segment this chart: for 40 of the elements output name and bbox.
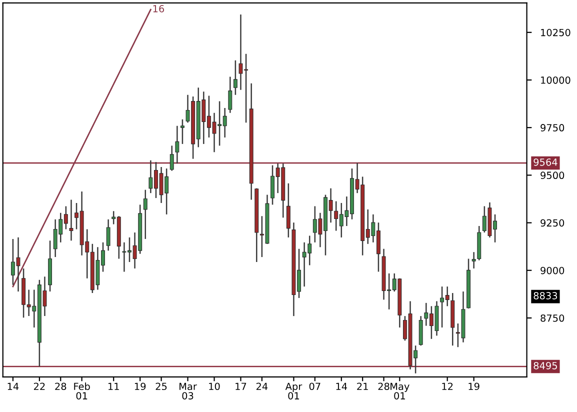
series-label: 16 [153,5,164,12]
x-tick-label: 24 [256,382,268,390]
candlestick [170,145,174,172]
x-tick-label: 11 [108,382,119,390]
candlestick [180,118,184,145]
x-tick-label: Feb 01 [74,382,90,400]
x-tick-label: 14 [8,382,19,390]
x-tick-label: 19 [468,382,480,390]
x-tick-label: 07 [309,382,320,390]
candlestick [472,251,476,270]
y-tick-label: 10250 [541,28,570,36]
x-tick-label: 17 [236,382,246,390]
candlestick [106,218,110,252]
x-tick-label: Apr 01 [285,382,302,400]
y-tick-label: 9250 [540,219,564,227]
x-tick-label: 21 [357,382,368,390]
candlestick [143,189,148,240]
ref-line-label: 9564 [534,158,558,166]
x-tick-label: 22 [34,382,45,390]
y-tick-label: 9500 [540,172,564,180]
x-tick-label: May 01 [390,382,410,400]
y-tick-label: 9000 [540,266,564,274]
y-tick-label: 9750 [540,124,564,132]
x-tick-label: 10 [209,382,220,390]
candlestick [175,125,180,164]
y-tick-label: 10000 [541,76,570,84]
text: 8833 [534,292,558,300]
x-tick-label: 25 [156,382,167,390]
x-tick-label: 28 [378,382,390,390]
x-tick-label: 14 [336,382,348,390]
candlestick [69,199,74,242]
y-tick-label: 8750 [540,314,564,322]
candlestick [228,76,232,114]
x-tick-label: 19 [134,382,146,390]
ref-line-label: 8495 [534,362,557,370]
candlestick [233,60,238,96]
x-tick-label: Mar 03 [180,382,197,400]
x-tick-label: 12 [442,382,453,390]
x-tick-label: 28 [55,382,66,390]
candlestick [286,182,290,238]
